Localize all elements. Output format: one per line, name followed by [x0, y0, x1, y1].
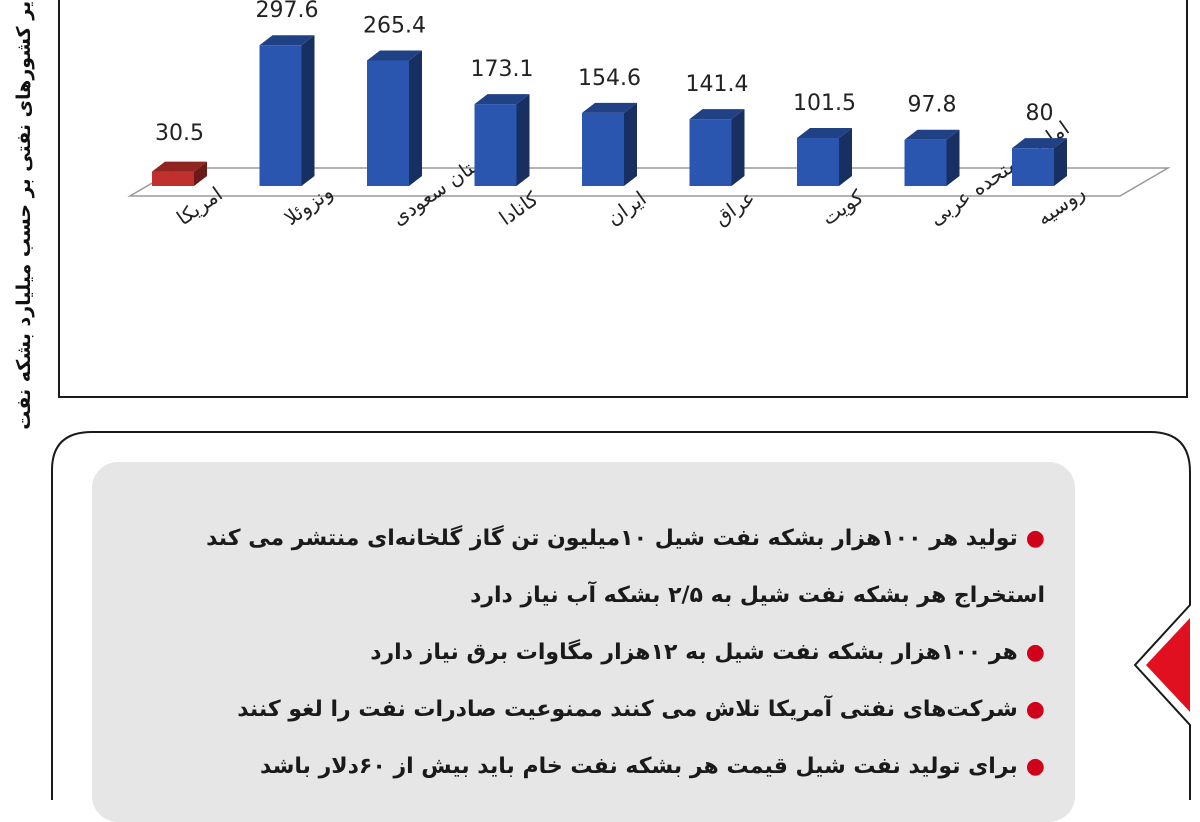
bar	[259, 45, 302, 186]
bar-side	[301, 35, 315, 186]
bar-side	[409, 50, 422, 186]
bar-side	[731, 109, 745, 186]
bar-top	[1012, 138, 1067, 149]
note-item: ● تولید هر ۱۰۰هزار بشکه نفت شیل ۱۰میلیون …	[145, 510, 1045, 567]
bar-top	[797, 127, 852, 138]
note-text: شرکت‌های نفتی آمریکا تلاش می کنند ممنوعی…	[237, 697, 1018, 722]
note-item: استخراج هر بشکه نفت شیل به ۲/۵ بشکه آب ن…	[145, 567, 1045, 624]
bar-top	[582, 102, 637, 113]
note-item: ● شرکت‌های نفتی آمریکا تلاش می کنند ممنوع…	[145, 681, 1045, 738]
bar-value-label: 154.6	[578, 66, 641, 91]
note-text: استخراج هر بشکه نفت شیل به ۲/۵ بشکه آب ن…	[470, 583, 1045, 608]
bar	[474, 104, 517, 186]
note-text: هر ۱۰۰هزار بشکه نفت شیل به ۱۲هزار مگاوات…	[370, 640, 1018, 665]
notes-panel-outline	[51, 431, 1191, 800]
bar-value-label: 30.5	[155, 121, 204, 146]
bar-value-label: 265.4	[363, 13, 426, 38]
chart-frame: 30.5 امریکا 297.6 ونزوئلا 265.4 عربستان سعودی…	[58, 0, 1188, 398]
red-pointer-icon	[1146, 618, 1190, 712]
bar-side	[624, 102, 637, 186]
bar-value-label: 97.8	[908, 93, 957, 118]
note-text: برای تولید نفت شیل قیمت هر بشکه نفت خام …	[260, 754, 1018, 779]
notes-list: ● تولید هر ۱۰۰هزار بشکه نفت شیل ۱۰میلیون …	[145, 510, 1045, 795]
bar-value-label: 101.5	[793, 91, 856, 116]
bar-side	[1054, 138, 1067, 186]
bar	[689, 119, 732, 186]
bar-top	[689, 109, 745, 120]
bar-top	[904, 129, 960, 140]
bar-value-label: 173.1	[471, 57, 534, 82]
bar	[904, 139, 947, 186]
bar-side	[516, 94, 530, 186]
bar-top	[259, 35, 315, 46]
bullet-icon: ●	[1025, 754, 1045, 779]
bullet-icon: ●	[1025, 640, 1045, 665]
note-item: ● هر ۱۰۰هزار بشکه نفت شیل به ۱۲هزار مگاوا…	[145, 624, 1045, 681]
bar	[797, 137, 839, 186]
bar-value-label: 80	[1026, 101, 1054, 126]
bar-top	[367, 50, 422, 61]
bar-value-label: 141.4	[686, 72, 749, 97]
bar	[582, 112, 624, 186]
bar-top	[152, 161, 207, 172]
note-item: ● برای تولید نفت شیل قیمت هر بشکه نفت خام…	[145, 738, 1045, 795]
bar-side	[946, 129, 960, 186]
note-text: تولید هر ۱۰۰هزار بشکه نفت شیل ۱۰میلیون ت…	[206, 526, 1018, 551]
notes-panel	[92, 462, 1075, 822]
bar-value-label: 297.6	[256, 0, 319, 23]
bar-side	[194, 161, 207, 186]
bar-side	[839, 127, 852, 186]
bar	[152, 171, 194, 186]
bullet-icon: ●	[1025, 526, 1045, 551]
bar	[367, 60, 409, 186]
bar	[1012, 148, 1054, 186]
bar-top	[474, 94, 530, 105]
bullet-icon: ●	[1025, 697, 1045, 722]
